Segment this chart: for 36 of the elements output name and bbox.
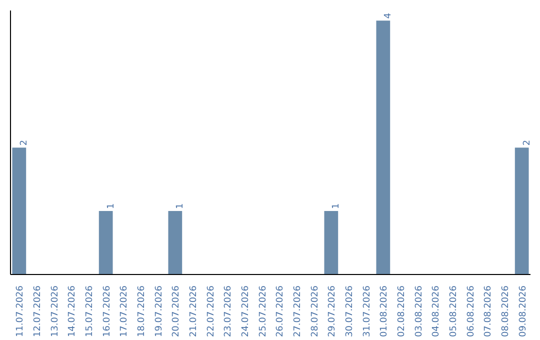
x-tick-label: 16.07.2026 xyxy=(102,285,112,338)
x-tick-label: 14.07.2026 xyxy=(68,285,78,338)
x-tick-label: 21.07.2026 xyxy=(189,285,199,338)
x-tick-label: 29.07.2026 xyxy=(328,285,338,338)
x-tick-label: 27.07.2026 xyxy=(293,285,303,338)
x-tick-label: 17.07.2026 xyxy=(120,285,130,338)
x-tick-label: 01.08.2026 xyxy=(380,285,390,338)
x-tick-label: 05.08.2026 xyxy=(449,285,459,338)
x-tick-label: 03.08.2026 xyxy=(414,285,424,338)
x-tick-label: 22.07.2026 xyxy=(206,285,216,338)
x-tick-label: 08.08.2026 xyxy=(501,285,511,338)
x-tick-label: 30.07.2026 xyxy=(345,285,355,338)
x-tick-label: 24.07.2026 xyxy=(241,285,251,338)
x-tick-label: 23.07.2026 xyxy=(224,285,234,338)
x-tick-label: 19.07.2026 xyxy=(154,285,164,338)
data-label: 2 xyxy=(522,140,532,146)
x-tick-label: 04.08.2026 xyxy=(432,285,442,338)
x-tick-label: 15.07.2026 xyxy=(85,285,95,338)
x-tick-label: 02.08.2026 xyxy=(397,285,407,338)
data-label: 1 xyxy=(176,203,186,210)
x-tick-label: 26.07.2026 xyxy=(276,285,286,338)
x-tick-label: 06.08.2026 xyxy=(466,285,476,338)
x-tick-label: 20.07.2026 xyxy=(172,285,182,338)
x-tick-label: 07.08.2026 xyxy=(484,285,494,338)
x-tick-label: 09.08.2026 xyxy=(518,285,528,338)
data-label: 2 xyxy=(20,140,30,146)
data-label: 4 xyxy=(384,12,394,19)
x-tick-label: 18.07.2026 xyxy=(137,285,147,338)
data-label: 1 xyxy=(106,203,116,210)
x-tick-label: 12.07.2026 xyxy=(33,285,43,338)
x-tick-label: 28.07.2026 xyxy=(310,285,320,338)
data-label: 1 xyxy=(332,203,342,210)
x-tick-label: 25.07.2026 xyxy=(258,285,268,338)
x-tick-label: 11.07.2026 xyxy=(16,285,26,338)
x-tick-label: 31.07.2026 xyxy=(362,285,372,338)
x-tick-label: 13.07.2026 xyxy=(50,285,60,338)
